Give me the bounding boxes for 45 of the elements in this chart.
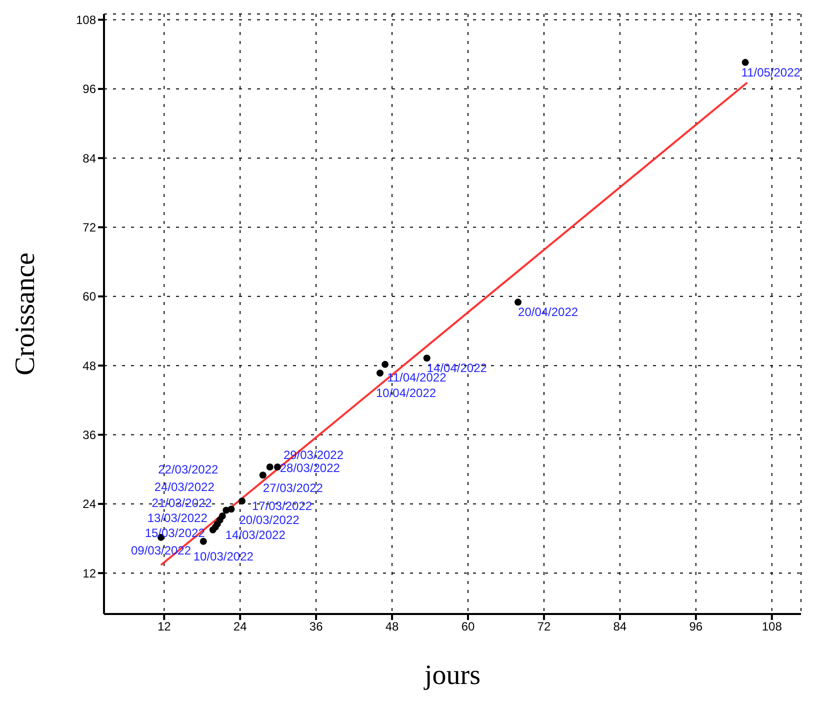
point [376, 370, 384, 377]
annotation: 14/03/2022 [225, 528, 286, 542]
y-tick-label: 36 [82, 428, 96, 442]
x-tick-label: 24 [233, 620, 248, 634]
y-tick-label: 12 [82, 566, 96, 580]
annotation: 10/03/2022 [193, 549, 254, 564]
annotation: 27/03/2022 [262, 481, 324, 496]
point [238, 498, 246, 505]
x-tick-label: 84 [613, 620, 627, 634]
x-tick-label: 60 [461, 620, 476, 634]
annotation: 20/04/2022 [518, 305, 578, 320]
point [228, 506, 235, 513]
y-tick-label: 84 [82, 151, 96, 166]
annotation: 10/04/2022 [376, 386, 436, 400]
point [742, 58, 749, 66]
point [423, 354, 430, 362]
x-tick-label: 96 [689, 620, 703, 634]
x-tick-label: 36 [309, 620, 324, 634]
annotation: 24/03/2022 [154, 480, 215, 494]
annotation: 17/03/2022 [252, 499, 312, 514]
y-tick-label: 48 [82, 358, 96, 373]
annotation: 11/05/2022 [741, 65, 801, 80]
annotation: 22/03/2022 [158, 462, 219, 476]
x-tick-label: 72 [537, 620, 551, 634]
y-tick-label: 72 [82, 220, 96, 235]
y-tick-label: 96 [82, 82, 96, 96]
x-tick-label: 108 [762, 620, 782, 634]
annotation: 13/03/2022 [147, 510, 208, 525]
x-tick-label: 48 [385, 620, 400, 634]
point [200, 538, 207, 545]
annotation: 28/03/2022 [280, 461, 340, 476]
point [259, 472, 266, 479]
point [266, 464, 274, 471]
point [274, 464, 281, 471]
point [382, 360, 389, 368]
x-axis-title: jours [424, 660, 480, 691]
y-tick-label: 60 [82, 290, 96, 304]
y-tick-label: 24 [82, 497, 96, 512]
y-tick-label: 108 [76, 13, 96, 28]
x-tick-label: 12 [157, 620, 172, 634]
annotation: 20/03/2022 [239, 513, 300, 528]
y-axis-title: Croissance [10, 252, 41, 376]
point [514, 298, 522, 306]
point [218, 512, 226, 520]
annotation: 21/03/2022 [152, 496, 212, 510]
